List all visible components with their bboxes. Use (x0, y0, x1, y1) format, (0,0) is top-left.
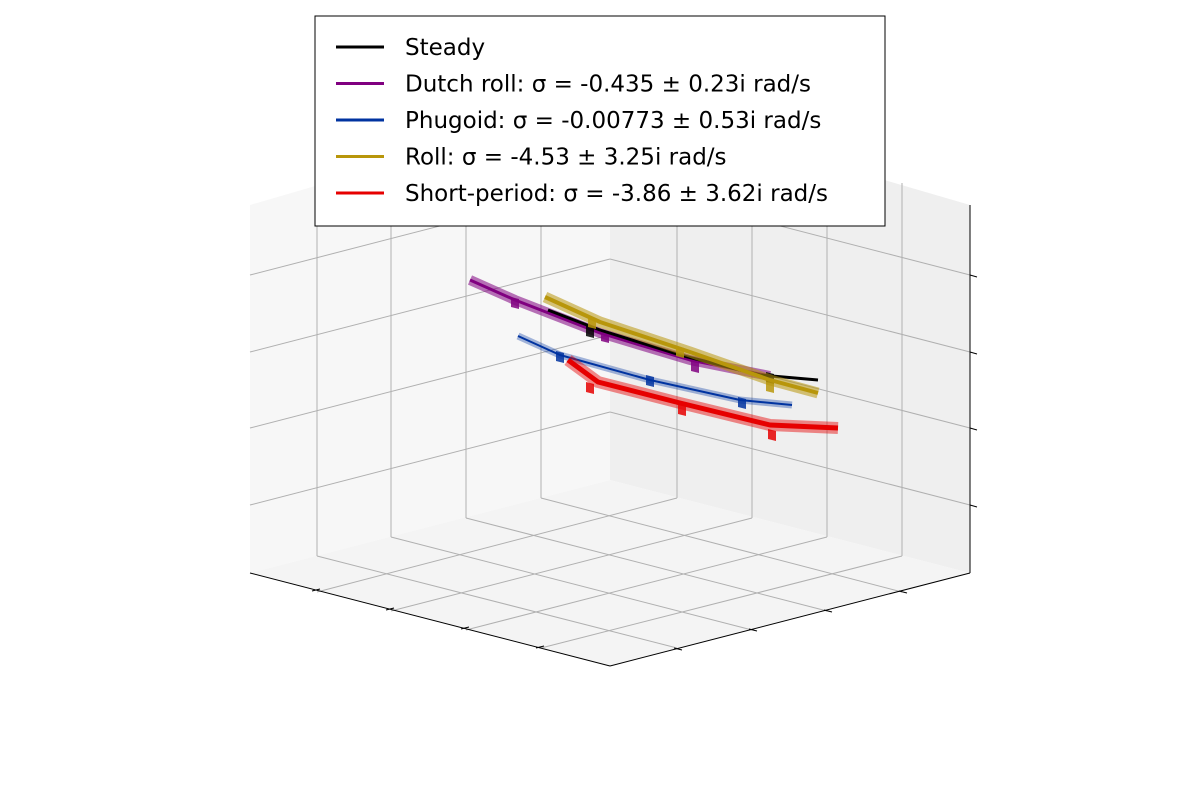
x-axis-line (249, 572, 611, 667)
trajectory-line-3 (544, 295, 819, 395)
trajectory-2 (516, 332, 793, 409)
legend-label-1: Dutch roll: σ = -0.435 ± 0.23i rad/s (405, 72, 811, 98)
legend-box (314, 15, 886, 227)
legend-label-3: Roll: σ = -4.53 ± 3.25i rad/s (405, 145, 727, 171)
trajectory-4 (564, 355, 839, 441)
trajectory-3 (542, 291, 820, 399)
axis-lines (249, 205, 971, 667)
trajectory-marker-3-0 (588, 317, 596, 329)
trajectory-marker-4-2 (768, 429, 776, 441)
legend-label-2: Phugoid: σ = -0.00773 ± 0.53i rad/s (405, 108, 821, 134)
trajectory-marker-2-0 (556, 351, 564, 363)
trajectory-marker-1-0 (511, 297, 519, 309)
trajectory-marker-3-1 (676, 346, 684, 358)
y-axis-line (609, 572, 971, 667)
axis-ticks (311, 274, 978, 651)
trajectory-marker-4-0 (586, 382, 594, 394)
legend-label-4: Short-period: σ = -3.86 ± 3.62i rad/s (405, 181, 828, 207)
trajectory-marker-0-0 (586, 326, 594, 338)
trajectories (467, 275, 839, 441)
trajectory-marker-4-1 (678, 404, 686, 416)
legend: Steady Dutch roll: σ = -0.435 ± 0.23i rad… (314, 15, 886, 227)
trajectory-marker-1-1 (601, 331, 609, 343)
trajectory-marker-2-1 (646, 375, 654, 387)
trajectory-line-4 (566, 357, 839, 431)
legend-label-0: Steady (405, 35, 485, 61)
trajectory-marker-1-2 (691, 361, 699, 373)
trajectory-marker-3-2 (766, 381, 774, 393)
trajectory-marker-2-2 (738, 397, 746, 409)
